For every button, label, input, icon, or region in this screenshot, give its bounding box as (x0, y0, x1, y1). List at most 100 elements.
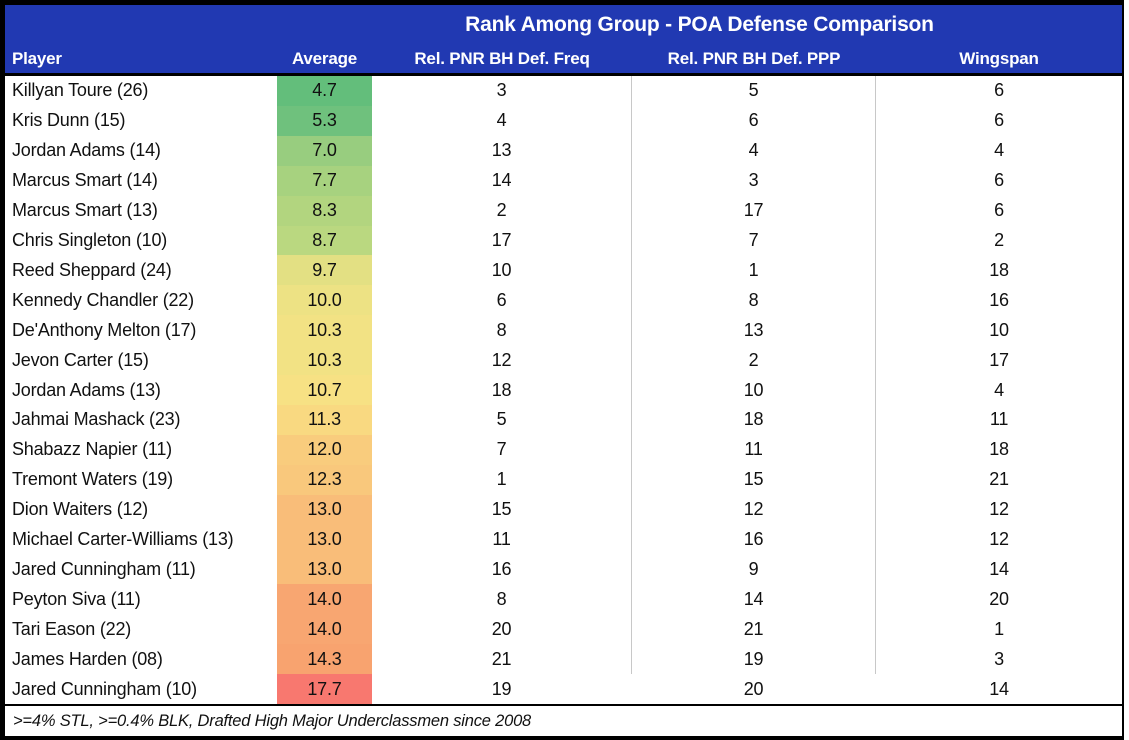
average-cell: 11.3 (277, 404, 372, 435)
rel-pnr-bh-def-freq-cell: 8 (372, 315, 632, 346)
rel-pnr-bh-def-freq-cell: 2 (372, 195, 632, 226)
wingspan-cell: 20 (989, 588, 1009, 609)
wingspan-cell: 12 (989, 529, 1009, 550)
rel-pnr-bh-def-ppp-cell: 12 (632, 494, 876, 525)
average-cell: 12.3 (277, 464, 372, 495)
table-row: Kennedy Chandler (22) 10.0 6 8 16 (5, 285, 1122, 316)
table-row: James Harden (08) 14.3 21 19 3 (5, 644, 1122, 675)
rel-pnr-bh-def-freq-cell: 15 (372, 494, 632, 525)
rel-pnr-bh-def-freq-cell: 13 (372, 135, 632, 166)
average-cell: 7.7 (277, 165, 372, 196)
table-row: Shabazz Napier (11) 12.0 7 11 18 (5, 434, 1122, 465)
wingspan-cell: 12 (989, 499, 1009, 520)
average-cell: 10.7 (277, 375, 372, 405)
player-cell: Chris Singleton (10) (12, 229, 168, 250)
rel-pnr-bh-def-ppp-cell: 20 (743, 678, 764, 699)
player-cell: De'Anthony Melton (17) (12, 319, 197, 340)
rel-pnr-bh-def-freq-cell: 20 (372, 614, 632, 645)
player-cell: Shabazz Napier (11) (12, 439, 172, 460)
rel-pnr-bh-def-ppp-cell: 19 (632, 644, 876, 675)
table-row: De'Anthony Melton (17) 10.3 8 13 10 (5, 315, 1122, 346)
average-cell: 13.0 (277, 524, 372, 555)
wingspan-cell: 6 (994, 110, 1004, 131)
rel-pnr-bh-def-ppp-cell: 13 (632, 315, 876, 346)
wingspan-cell: 14 (989, 678, 1009, 699)
column-header-player: Player (12, 49, 62, 68)
rel-pnr-bh-def-ppp-cell: 1 (632, 255, 876, 286)
player-cell: Jevon Carter (15) (12, 349, 149, 370)
rel-pnr-bh-def-freq-cell: 12 (372, 345, 632, 376)
rel-pnr-bh-def-freq-cell: 5 (372, 404, 632, 435)
rel-pnr-bh-def-freq-cell: 17 (372, 225, 632, 256)
rel-pnr-bh-def-ppp-cell: 17 (632, 195, 876, 226)
rel-pnr-bh-def-freq-cell: 11 (372, 524, 632, 555)
wingspan-cell: 6 (994, 200, 1004, 221)
wingspan-cell: 21 (989, 469, 1009, 490)
average-cell: 14.3 (277, 644, 372, 675)
table-row: Dion Waiters (12) 13.0 15 12 12 (5, 494, 1122, 525)
rel-pnr-bh-def-ppp-cell: 7 (632, 225, 876, 256)
wingspan-cell: 11 (989, 409, 1009, 430)
wingspan-cell: 10 (989, 319, 1009, 340)
column-header-rel-pnr-bh-def-ppp: Rel. PNR BH Def. PPP (667, 49, 841, 68)
table-row: Marcus Smart (13) 8.3 2 17 6 (5, 195, 1122, 226)
table-row: Kris Dunn (15) 5.3 4 6 6 (5, 105, 1122, 136)
player-cell: Dion Waiters (12) (12, 499, 148, 520)
player-cell: Jordan Adams (14) (12, 140, 161, 161)
table-row: Tari Eason (22) 14.0 20 21 1 (5, 614, 1122, 645)
rel-pnr-bh-def-freq-cell: 14 (372, 165, 632, 196)
table-row: Reed Sheppard (24) 9.7 10 1 18 (5, 255, 1122, 286)
average-cell: 13.0 (277, 494, 372, 525)
player-cell: Michael Carter-Williams (13) (12, 529, 234, 550)
rel-pnr-bh-def-ppp-cell: 21 (632, 614, 876, 645)
average-cell: 14.0 (277, 584, 372, 615)
column-header-row: Player Average Rel. PNR BH Def. Freq Rel… (5, 45, 1122, 73)
rel-pnr-bh-def-ppp-cell: 11 (632, 434, 876, 465)
table-row: Killyan Toure (26) 4.7 3 5 6 (5, 76, 1122, 106)
rel-pnr-bh-def-ppp-cell: 15 (632, 464, 876, 495)
table-row: Peyton Siva (11) 14.0 8 14 20 (5, 584, 1122, 615)
rel-pnr-bh-def-ppp-cell: 2 (632, 345, 876, 376)
table-row: Marcus Smart (14) 7.7 14 3 6 (5, 165, 1122, 196)
wingspan-cell: 14 (989, 558, 1009, 579)
table-row: Tremont Waters (19) 12.3 1 15 21 (5, 464, 1122, 495)
rel-pnr-bh-def-ppp-cell: 16 (632, 524, 876, 555)
rel-pnr-bh-def-freq-cell: 10 (372, 255, 632, 286)
table-title-row: Rank Among Group - POA Defense Compariso… (5, 5, 1122, 45)
rel-pnr-bh-def-freq-cell: 21 (372, 644, 632, 675)
rel-pnr-bh-def-ppp-cell: 14 (632, 584, 876, 615)
column-header-wingspan: Wingspan (959, 49, 1039, 68)
average-cell: 8.7 (277, 225, 372, 256)
average-cell: 5.3 (277, 105, 372, 136)
rel-pnr-bh-def-ppp-cell: 6 (632, 105, 876, 136)
average-cell: 14.0 (277, 614, 372, 645)
table-row: Michael Carter-Williams (13) 13.0 11 16 … (5, 524, 1122, 555)
wingspan-cell: 18 (989, 259, 1009, 280)
rel-pnr-bh-def-freq-cell: 18 (372, 375, 632, 405)
rel-pnr-bh-def-ppp-cell: 8 (632, 285, 876, 316)
wingspan-cell: 1 (994, 618, 1004, 639)
wingspan-cell: 6 (994, 170, 1004, 191)
player-cell: Jahmai Mashack (23) (12, 409, 181, 430)
column-header-average: Average (291, 49, 358, 68)
wingspan-cell: 17 (989, 349, 1009, 370)
average-cell: 10.0 (277, 285, 372, 316)
table-row: Jordan Adams (13) 10.7 18 10 4 (5, 375, 1122, 405)
rel-pnr-bh-def-freq-cell: 4 (372, 105, 632, 136)
average-cell: 12.0 (277, 434, 372, 465)
player-cell: Marcus Smart (14) (12, 170, 158, 191)
player-cell: James Harden (08) (12, 648, 163, 669)
rel-pnr-bh-def-ppp-cell: 9 (632, 554, 876, 585)
rel-pnr-bh-def-freq-cell: 19 (491, 678, 512, 699)
player-cell: Reed Sheppard (24) (12, 259, 172, 280)
table-row: Jared Cunningham (11) 13.0 16 9 14 (5, 554, 1122, 585)
wingspan-cell: 4 (994, 140, 1004, 161)
player-cell: Tremont Waters (19) (12, 469, 173, 490)
rel-pnr-bh-def-freq-cell: 1 (372, 464, 632, 495)
table-row: Jahmai Mashack (23) 11.3 5 18 11 (5, 404, 1122, 435)
rel-pnr-bh-def-freq-cell: 16 (372, 554, 632, 585)
header-divider-line (5, 73, 1122, 76)
rel-pnr-bh-def-ppp-cell: 4 (632, 135, 876, 166)
player-cell: Peyton Siva (11) (12, 588, 141, 609)
